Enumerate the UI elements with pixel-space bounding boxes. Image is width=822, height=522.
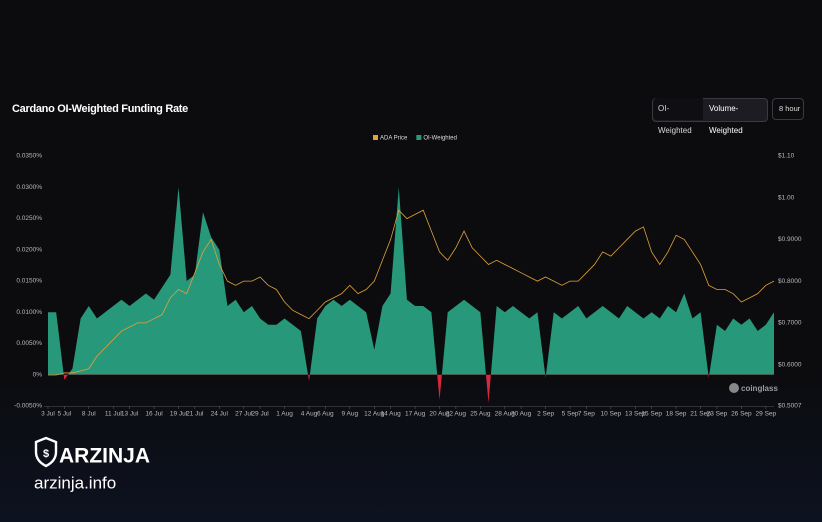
legend-label: OI-Weighted [423, 136, 457, 142]
x-tick-label: 8 Jul [82, 411, 96, 418]
x-tick-label: 5 Sep [562, 411, 579, 418]
x-tick-label: 7 Sep [578, 411, 595, 418]
y2-tick-label: $0.7000 [778, 320, 802, 327]
brand-site: arzinja.info [34, 473, 116, 492]
y-tick-label: 0.0200% [16, 246, 42, 253]
interval-label: 8 hour [779, 104, 801, 113]
legend-swatch [416, 135, 422, 140]
y2-tick-label: $0.5007 [778, 403, 802, 410]
logo-shield [34, 436, 58, 468]
x-tick-label: 21 Jul [186, 411, 204, 418]
x-tick-label: 28 Aug [495, 411, 516, 418]
x-tick-label: 25 Aug [470, 411, 491, 418]
x-tick-label: 23 Sep [707, 411, 728, 418]
x-tick-label: 13 Sep [625, 411, 646, 418]
y-tick-label: 0.0350% [16, 153, 42, 160]
x-tick-label: 14 Aug [380, 411, 401, 418]
x-tick-label: 19 Jul [170, 411, 188, 418]
x-tick-label: 6 Aug [317, 411, 334, 418]
title: Cardano OI-Weighted Funding Rate [12, 103, 188, 115]
x-tick-label: 13 Jul [121, 411, 139, 418]
x-tick-label: 3 Jul [41, 411, 55, 418]
x-tick-label: 2 Sep [537, 411, 554, 418]
x-tick-label: 11 Jul [105, 411, 122, 418]
x-tick-label: 9 Aug [341, 411, 358, 418]
x-tick-label: 5 Jul [57, 411, 71, 418]
tab-oi-weighted[interactable]: OI-Weighted [653, 98, 703, 135]
x-tick-label: 26 Sep [731, 411, 752, 418]
y2-tick-label: $0.6000 [778, 361, 802, 368]
x-tick-label: 18 Sep [666, 411, 687, 418]
y-tick-label: 0.0100% [16, 309, 42, 316]
x-tick-label: 15 Sep [641, 411, 662, 418]
x-tick-label: 20 Aug [429, 411, 450, 418]
y2-tick-label: $0.9000 [778, 236, 802, 243]
y2-tick-label: $1.10 [778, 153, 795, 160]
logo-symbol: $ [43, 448, 49, 460]
y2-tick-label: $1.00 [778, 194, 795, 201]
brand-name: ARZINJA [59, 445, 150, 468]
x-tick-label: 16 Jul [145, 411, 163, 418]
interval-select[interactable]: 8 hour [772, 98, 804, 120]
y-tick-label: 0.0250% [16, 215, 42, 222]
watermark-text: coinglass [741, 384, 778, 393]
watermark-icon [729, 383, 739, 393]
legend-label: ADA Price [380, 136, 408, 142]
x-tick-label: 12 Aug [364, 411, 385, 418]
funding-area [48, 187, 774, 403]
y-tick-label: 0.0150% [16, 278, 42, 285]
logo: $ ARZINJA arzinja.info [34, 436, 150, 492]
x-tick-label: 29 Jul [251, 411, 269, 418]
y-tick-label: -0.0050% [14, 403, 42, 410]
x-tick-label: 22 Aug [446, 411, 467, 418]
watermark: coinglass [729, 383, 778, 393]
price-line [48, 209, 775, 376]
x-tick-label: 1 Aug [276, 411, 293, 418]
y-tick-label: 0% [33, 371, 43, 378]
y2-tick-label: $0.8000 [778, 278, 802, 285]
x-tick-label: 21 Sep [690, 411, 711, 418]
y-tick-label: 0.0300% [16, 184, 42, 191]
x-tick-label: 24 Jul [211, 411, 229, 418]
y-tick-label: 0.0050% [16, 340, 42, 347]
tab-volume-weighted[interactable]: Volume-Weighted [709, 104, 743, 135]
x-tick-label: 4 Aug [301, 411, 318, 418]
x-tick-label: 27 Jul [235, 411, 253, 418]
x-tick-label: 29 Sep [756, 411, 777, 418]
x-tick-label: 30 Aug [511, 411, 532, 418]
legend: ADA Price OI-Weighted [373, 135, 457, 142]
x-tick-label: 17 Aug [405, 411, 426, 418]
x-tick-label: 10 Sep [601, 411, 622, 418]
legend-swatch [373, 135, 378, 140]
